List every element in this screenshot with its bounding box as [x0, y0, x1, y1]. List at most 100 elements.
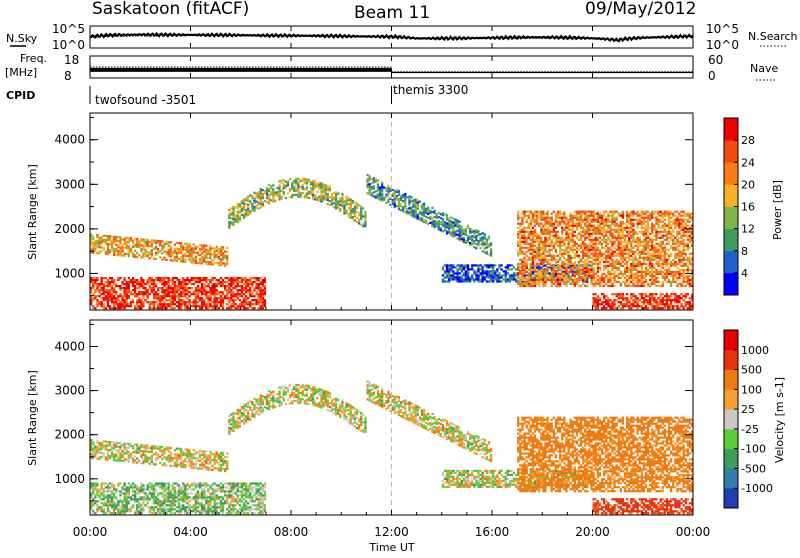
- power-cell: [643, 261, 645, 263]
- power-cell: [599, 257, 601, 259]
- power-cell: [142, 249, 144, 251]
- power-cell: [595, 303, 597, 305]
- power-cell: [331, 195, 333, 197]
- power-cell: [178, 285, 180, 287]
- power-cell: [632, 261, 634, 263]
- power-cell: [157, 252, 159, 254]
- power-cell: [523, 213, 525, 215]
- power-cell: [549, 263, 551, 265]
- power-cell: [672, 231, 674, 233]
- power-cell: [170, 301, 172, 303]
- power-cell: [670, 271, 672, 273]
- power-cell: [668, 267, 670, 269]
- power-cell: [134, 244, 136, 246]
- power-cell: [188, 247, 190, 249]
- power-cell: [482, 280, 484, 282]
- power-cell: [540, 275, 542, 277]
- power-cell: [532, 265, 534, 267]
- power-cell: [195, 295, 197, 297]
- power-cell: [278, 196, 280, 198]
- power-cell: [641, 233, 643, 235]
- power-cell: [565, 263, 567, 265]
- power-cell: [249, 293, 251, 295]
- power-cell: [115, 283, 117, 285]
- power-cell: [588, 223, 590, 225]
- power-cell: [553, 247, 555, 249]
- power-cell: [687, 261, 689, 263]
- power-cell: [96, 305, 98, 307]
- power-cell: [553, 259, 555, 261]
- power-cell: [96, 234, 98, 236]
- power-cell: [115, 293, 117, 295]
- power-cell: [513, 278, 515, 280]
- power-cell: [140, 299, 142, 301]
- power-cell: [111, 291, 113, 293]
- power-cell: [519, 259, 521, 261]
- power-cell: [626, 267, 628, 269]
- power-cell: [423, 213, 425, 215]
- power-cell: [228, 223, 230, 225]
- power-cell: [191, 247, 193, 249]
- power-cell: [452, 225, 454, 227]
- power-cell: [381, 184, 383, 186]
- nave-right-tick-top: 60: [708, 53, 723, 67]
- power-cell: [249, 281, 251, 283]
- power-cell: [549, 225, 551, 227]
- power-cell: [549, 233, 551, 235]
- power-cell: [599, 269, 601, 271]
- power-cell: [433, 224, 435, 226]
- power-cell: [295, 180, 297, 182]
- power-cell: [153, 297, 155, 299]
- power-cell: [440, 229, 442, 231]
- power-cell: [517, 251, 519, 253]
- power-cell: [297, 182, 299, 184]
- power-cell: [651, 259, 653, 261]
- power-cell: [593, 297, 595, 299]
- power-cell: [639, 265, 641, 267]
- power-cell: [540, 241, 542, 243]
- power-cell: [92, 299, 94, 301]
- power-cell: [687, 243, 689, 245]
- power-cell: [572, 263, 574, 265]
- power-cell: [174, 258, 176, 260]
- power-cell: [293, 194, 295, 196]
- power-cell: [306, 180, 308, 182]
- power-cell: [142, 245, 144, 247]
- power-cell: [364, 217, 366, 219]
- power-cell: [103, 249, 105, 251]
- power-cell: [534, 283, 536, 285]
- power-cell: [544, 233, 546, 235]
- power-cell: [660, 269, 662, 271]
- power-cell: [538, 225, 540, 227]
- power-cell: [266, 195, 268, 197]
- power-cell: [230, 281, 232, 283]
- power-cell: [134, 281, 136, 283]
- power-cell: [626, 297, 628, 299]
- power-cell: [597, 301, 599, 303]
- power-cell: [540, 219, 542, 221]
- power-cell: [538, 241, 540, 243]
- power-cell: [674, 227, 676, 229]
- power-cell: [584, 239, 586, 241]
- power-cell: [94, 250, 96, 252]
- power-cell: [528, 247, 530, 249]
- power-cell: [128, 287, 130, 289]
- power-cell: [630, 223, 632, 225]
- power-cell: [473, 230, 475, 232]
- power-cell: [565, 227, 567, 229]
- power-cell: [442, 220, 444, 222]
- power-cell: [643, 245, 645, 247]
- power-cell: [142, 293, 144, 295]
- power-cell: [620, 273, 622, 275]
- power-cell: [534, 267, 536, 269]
- power-cell: [546, 245, 548, 247]
- power-cell: [632, 225, 634, 227]
- power-cell: [469, 238, 471, 240]
- power-cell: [195, 289, 197, 291]
- power-cell: [345, 200, 347, 202]
- power-cell: [325, 190, 327, 192]
- power-cell: [567, 257, 569, 259]
- power-cell: [628, 285, 630, 287]
- power-cell: [329, 186, 331, 188]
- power-cell: [348, 199, 350, 201]
